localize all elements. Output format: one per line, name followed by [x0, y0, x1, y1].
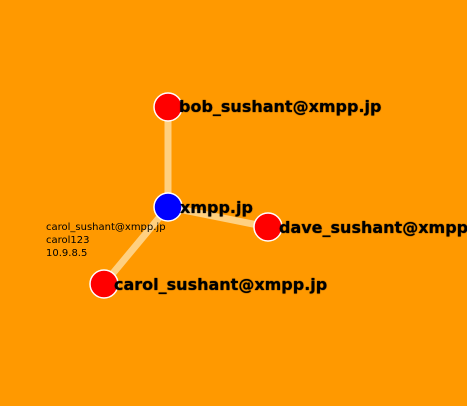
node-label-dave: dave_sushant@xmpp.jp: [279, 218, 467, 237]
node-dave[interactable]: [253, 212, 283, 242]
node-center[interactable]: [153, 192, 183, 222]
node-tooltip: carol_sushant@xmpp.jp carol123 10.9.8.5: [46, 221, 166, 260]
node-label-bob: bob_sushant@xmpp.jp: [179, 97, 382, 116]
node-bob[interactable]: [153, 92, 183, 122]
node-label-center: xmpp.jp: [180, 198, 253, 217]
edge-center-dave: [164, 203, 272, 231]
tooltip-password: carol123: [46, 235, 90, 246]
node-label-carol: carol_sushant@xmpp.jp: [114, 275, 328, 294]
node-carol[interactable]: [89, 269, 119, 299]
edge-center-carol: [100, 203, 172, 288]
tooltip-ip: 10.9.8.5: [46, 248, 88, 259]
tooltip-jid: carol_sushant@xmpp.jp: [46, 222, 166, 233]
